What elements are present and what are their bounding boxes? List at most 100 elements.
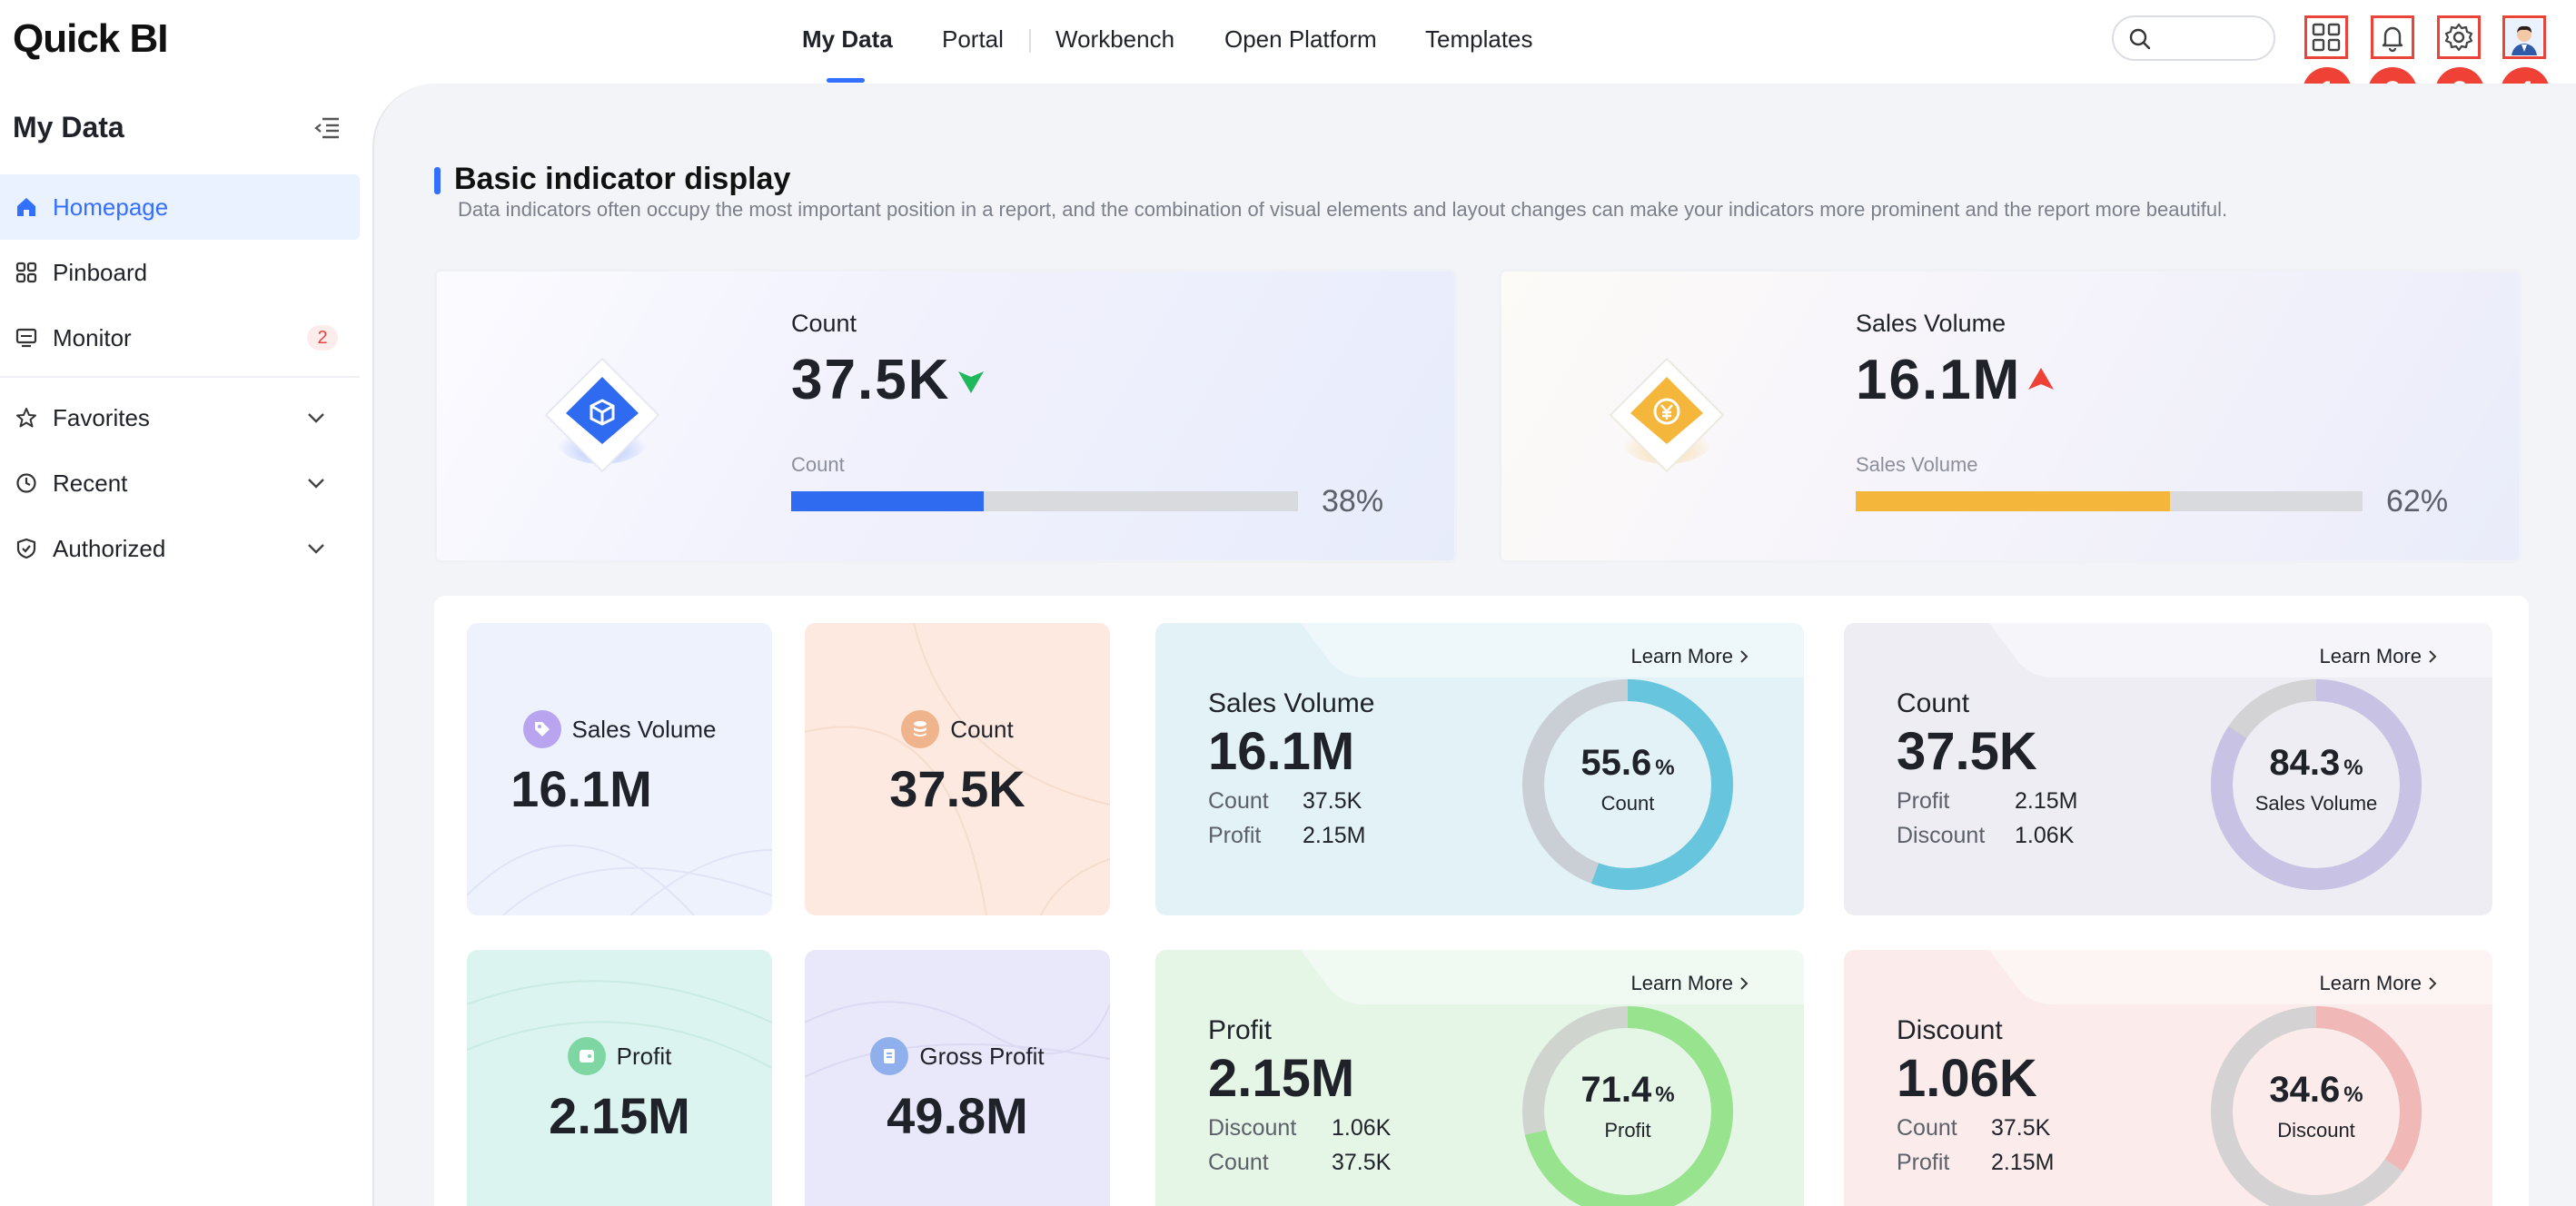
user-avatar-button[interactable] — [2502, 15, 2546, 59]
small-card-sales-volume[interactable]: Sales Volume 16.1M — [467, 623, 772, 915]
decorative-lines — [467, 845, 772, 915]
kpi-label: Sales Volume — [1856, 310, 2006, 337]
big-card-label: Count — [1897, 688, 1970, 718]
nav-tab-workbench[interactable]: Workbench — [1055, 25, 1175, 53]
section-title: Basic indicator display — [454, 162, 791, 196]
pinboard-icon — [13, 259, 40, 286]
small-card-label: Gross Profit — [919, 1042, 1045, 1070]
sidebar-item-recent[interactable]: Recent — [0, 450, 360, 516]
gauge-value: 71.4% — [1580, 1070, 1675, 1110]
bell-icon — [2382, 26, 2403, 53]
big-card-profit[interactable]: Learn More Profit 2.15M Discount 1.06K Co… — [1155, 950, 1804, 1206]
big-card-sales-volume[interactable]: Learn More Sales Volume 16.1M Count 37.5K… — [1155, 623, 1804, 915]
chevron-down-icon[interactable] — [303, 470, 329, 496]
small-card-value: 2.15M — [549, 1087, 690, 1144]
monitor-icon — [13, 324, 40, 351]
cube-icon — [544, 357, 660, 473]
sidebar-item-label: Monitor — [53, 323, 132, 351]
sidebar-item-homepage[interactable]: Homepage — [0, 174, 360, 240]
chevron-down-icon[interactable] — [303, 536, 329, 561]
big-card-discount[interactable]: Learn More Discount 1.06K Count 37.5K Pro… — [1844, 950, 2492, 1206]
big-card-value: 16.1M — [1208, 722, 1355, 781]
small-card-profit[interactable]: Profit 2.15M — [467, 950, 772, 1206]
metric-row: Profit 2.15M — [1208, 823, 1366, 848]
document-icon — [870, 1037, 909, 1075]
sidebar-item-monitor[interactable]: Monitor 2 — [0, 305, 360, 371]
sidebar-title: My Data — [13, 111, 124, 143]
metric-row: Count 37.5K — [1897, 1115, 2051, 1141]
small-card-value: 49.8M — [887, 1087, 1028, 1144]
small-card-gross-profit[interactable]: Gross Profit 49.8M — [805, 950, 1110, 1206]
sidebar-item-authorized[interactable]: Authorized — [0, 516, 360, 581]
star-icon — [13, 404, 40, 431]
small-card-value: 37.5K — [889, 760, 1025, 817]
kpi-label: Count — [791, 310, 857, 337]
trend-down-icon — [958, 371, 984, 393]
collapse-sidebar-icon[interactable] — [313, 116, 341, 140]
big-card-value: 37.5K — [1897, 722, 2037, 781]
app-logo[interactable]: Quick BI — [13, 16, 168, 61]
yen-icon — [1609, 357, 1725, 473]
settings-button[interactable] — [2437, 15, 2481, 59]
learn-more-link[interactable]: Learn More — [2319, 972, 2438, 995]
nav-tab-portal[interactable]: Portal — [942, 25, 1004, 53]
progress-fill — [791, 491, 985, 511]
kpi-value: 16.1M — [1856, 349, 2022, 411]
small-card-label: Sales Volume — [571, 715, 717, 743]
gear-icon — [2444, 23, 2473, 52]
indicator-cards-panel: Sales Volume 16.1M Count 37.5K Profit 2.… — [434, 596, 2529, 1206]
decorative-lines — [467, 980, 772, 1069]
sidebar-item-label: Recent — [53, 469, 128, 497]
apps-grid-button[interactable] — [2304, 15, 2348, 59]
donut-gauge — [2211, 679, 2422, 890]
small-card-count[interactable]: Count 37.5K — [805, 623, 1110, 915]
search-input[interactable] — [2112, 15, 2275, 61]
chevron-down-icon[interactable] — [303, 405, 329, 430]
clock-icon — [13, 470, 40, 497]
sidebar-item-label: Favorites — [53, 403, 150, 431]
big-card-value: 1.06K — [1897, 1049, 2037, 1108]
big-card-count[interactable]: Learn More Count 37.5K Profit 2.15M Disco… — [1844, 623, 2492, 915]
sidebar-item-pinboard[interactable]: Pinboard — [0, 240, 360, 305]
card-tab-shape — [1155, 623, 1804, 677]
learn-more-link[interactable]: Learn More — [1630, 645, 1749, 668]
sidebar-item-favorites[interactable]: Favorites — [0, 385, 360, 450]
section-description: Data indicators often occupy the most im… — [458, 198, 2228, 221]
small-card-label: Count — [950, 715, 1014, 743]
monitor-count-badge: 2 — [307, 325, 338, 351]
donut-gauge — [1522, 679, 1733, 890]
kpi-card-count[interactable]: Count 37.5K Count 38% — [434, 269, 1457, 563]
donut-gauge-fill — [2211, 1006, 2422, 1206]
learn-more-link[interactable]: Learn More — [1630, 972, 1749, 995]
metric-row: Profit 2.15M — [1897, 788, 2078, 814]
sidebar-item-label: Homepage — [53, 193, 169, 221]
kpi-card-sales-volume[interactable]: Sales Volume 16.1M Sales Volume 62% — [1499, 269, 2522, 563]
sidebar-divider — [0, 376, 360, 378]
nav-divider — [1029, 29, 1031, 53]
gauge-value: 34.6% — [2269, 1070, 2363, 1110]
small-card-value: 16.1M — [510, 760, 652, 817]
metric-row: Profit 2.15M — [1897, 1150, 2055, 1175]
donut-gauge — [1522, 1006, 1733, 1206]
donut-gauge-fill — [1522, 1006, 1733, 1206]
kpi-sub-label: Count — [791, 453, 845, 476]
nav-tab-templates[interactable]: Templates — [1425, 25, 1533, 53]
chevron-right-icon — [1740, 977, 1749, 990]
shield-icon — [13, 535, 40, 562]
grid-icon — [2312, 23, 2341, 52]
big-card-label: Profit — [1208, 1015, 1273, 1045]
search-icon — [2129, 28, 2151, 50]
big-card-label: Sales Volume — [1208, 688, 1375, 718]
metric-row: Count 37.5K — [1208, 788, 1362, 814]
progress-bar — [1856, 491, 2363, 511]
gauge-label: Count — [1600, 792, 1655, 815]
learn-more-link[interactable]: Learn More — [2319, 645, 2438, 668]
progress-percent: 38% — [1322, 484, 1384, 519]
metric-row: Discount 1.06K — [1897, 823, 2075, 848]
nav-tab-my-data[interactable]: My Data — [802, 25, 893, 53]
donut-gauge-fill — [1522, 679, 1733, 890]
decorative-lines — [805, 623, 1110, 915]
sidebar: My Data Homepage Pinboard Monitor 2 Favo… — [0, 84, 372, 1206]
nav-tab-open-platform[interactable]: Open Platform — [1224, 25, 1377, 53]
notifications-button[interactable] — [2371, 15, 2414, 59]
